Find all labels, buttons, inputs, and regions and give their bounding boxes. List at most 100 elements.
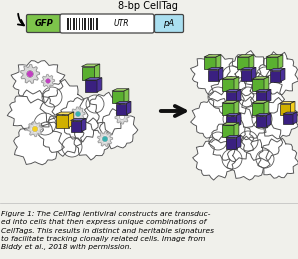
Polygon shape <box>252 77 269 79</box>
Polygon shape <box>269 70 280 82</box>
Circle shape <box>252 109 272 129</box>
FancyBboxPatch shape <box>154 15 184 32</box>
Bar <box>96 18 98 30</box>
Polygon shape <box>226 51 270 96</box>
Polygon shape <box>191 98 238 141</box>
Polygon shape <box>291 102 295 114</box>
Circle shape <box>209 132 227 150</box>
Polygon shape <box>190 55 240 95</box>
Polygon shape <box>222 79 234 91</box>
Circle shape <box>27 70 33 77</box>
Polygon shape <box>237 113 241 126</box>
Circle shape <box>32 126 38 132</box>
Bar <box>70 18 71 30</box>
Bar <box>67 18 69 30</box>
Polygon shape <box>71 107 85 121</box>
Circle shape <box>222 66 242 86</box>
Polygon shape <box>240 67 256 69</box>
Polygon shape <box>237 57 249 69</box>
Polygon shape <box>14 121 64 165</box>
Circle shape <box>102 136 108 142</box>
Polygon shape <box>124 89 129 103</box>
Polygon shape <box>21 64 40 83</box>
Polygon shape <box>226 135 241 138</box>
Polygon shape <box>280 104 291 114</box>
Polygon shape <box>207 67 223 69</box>
Bar <box>76 18 77 30</box>
Text: GFP: GFP <box>35 19 53 28</box>
Polygon shape <box>71 120 81 132</box>
Bar <box>93 18 94 30</box>
Polygon shape <box>11 61 65 103</box>
Polygon shape <box>7 90 56 131</box>
Polygon shape <box>55 114 69 127</box>
Polygon shape <box>116 104 126 114</box>
Polygon shape <box>237 135 241 148</box>
Text: 8-bp CellTag: 8-bp CellTag <box>118 1 178 11</box>
Polygon shape <box>255 116 266 126</box>
Polygon shape <box>98 132 113 146</box>
Circle shape <box>86 95 104 113</box>
Polygon shape <box>237 55 254 57</box>
Polygon shape <box>94 64 100 80</box>
Polygon shape <box>227 136 270 180</box>
Bar <box>84 18 86 30</box>
Polygon shape <box>218 67 223 81</box>
Polygon shape <box>280 102 295 104</box>
Polygon shape <box>226 89 241 91</box>
Polygon shape <box>115 110 129 124</box>
Polygon shape <box>81 67 94 80</box>
Polygon shape <box>226 138 237 148</box>
Polygon shape <box>234 77 239 91</box>
Polygon shape <box>257 52 298 95</box>
Circle shape <box>256 150 274 168</box>
Polygon shape <box>27 121 43 136</box>
Polygon shape <box>204 55 221 57</box>
Polygon shape <box>241 72 285 118</box>
Circle shape <box>119 114 125 120</box>
Polygon shape <box>112 91 124 103</box>
Circle shape <box>33 127 37 131</box>
Polygon shape <box>208 76 254 117</box>
Polygon shape <box>255 89 271 91</box>
Polygon shape <box>257 97 298 139</box>
Polygon shape <box>222 123 239 125</box>
Circle shape <box>62 137 82 157</box>
Bar <box>73 18 75 30</box>
Polygon shape <box>204 57 216 69</box>
Bar <box>88 18 89 30</box>
Polygon shape <box>226 91 237 103</box>
Polygon shape <box>252 101 269 103</box>
Polygon shape <box>234 123 239 137</box>
Polygon shape <box>266 55 283 57</box>
Polygon shape <box>38 113 84 156</box>
Text: UTR: UTR <box>113 19 129 28</box>
Circle shape <box>208 87 228 107</box>
Circle shape <box>34 113 56 135</box>
Polygon shape <box>40 79 84 127</box>
Polygon shape <box>222 101 239 103</box>
Circle shape <box>75 111 80 117</box>
Polygon shape <box>112 89 129 91</box>
Circle shape <box>256 67 274 85</box>
Bar <box>90 18 92 30</box>
Polygon shape <box>71 118 86 120</box>
Polygon shape <box>81 118 86 132</box>
Polygon shape <box>41 75 55 88</box>
Polygon shape <box>266 57 278 69</box>
Polygon shape <box>234 101 239 115</box>
Polygon shape <box>252 67 256 81</box>
Polygon shape <box>264 77 269 91</box>
Polygon shape <box>85 80 97 92</box>
Bar <box>79 18 80 30</box>
Polygon shape <box>209 119 254 162</box>
Polygon shape <box>283 114 293 124</box>
Polygon shape <box>264 101 269 115</box>
Circle shape <box>76 112 80 116</box>
Polygon shape <box>293 112 297 124</box>
Polygon shape <box>226 116 237 126</box>
Polygon shape <box>85 78 102 80</box>
Polygon shape <box>97 78 102 92</box>
Polygon shape <box>222 125 234 137</box>
Polygon shape <box>55 112 74 114</box>
